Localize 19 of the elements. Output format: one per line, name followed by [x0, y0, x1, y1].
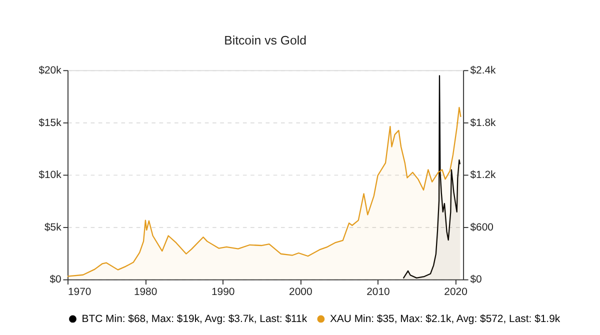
x-tick-label: 2020 [444, 287, 468, 298]
legend-label: BTC Min: $68, Max: $19k, Avg: $3.7k, Last: $11k [82, 314, 308, 325]
y-tick-label: $5k [44, 222, 62, 234]
y-tick-label: $0 [50, 274, 62, 286]
y2-tick-label: $1.8k [470, 118, 497, 129]
y2-tick-label: $2.4k [470, 65, 497, 76]
x-tick-label: 1980 [134, 287, 158, 298]
y-tick-label: $10k [38, 170, 62, 182]
y2-tick-label: $1.2k [470, 170, 497, 182]
y-tick-label: $20k [38, 65, 62, 76]
x-tick-label: 1970 [68, 287, 92, 298]
y2-tick-label: $600 [470, 222, 494, 234]
x-tick-label: 2000 [289, 287, 312, 298]
y-tick-label: $15k [38, 118, 62, 129]
chart-title: Bitcoin vs Gold [224, 33, 307, 48]
y2-tick-label: $0 [470, 274, 482, 286]
x-tick-label: 2010 [366, 287, 390, 298]
legend-label: XAU Min: $35, Max: $2.1k, Avg: $572, Last: $1.9k [330, 314, 561, 325]
x-tick-label: 1990 [211, 287, 235, 298]
